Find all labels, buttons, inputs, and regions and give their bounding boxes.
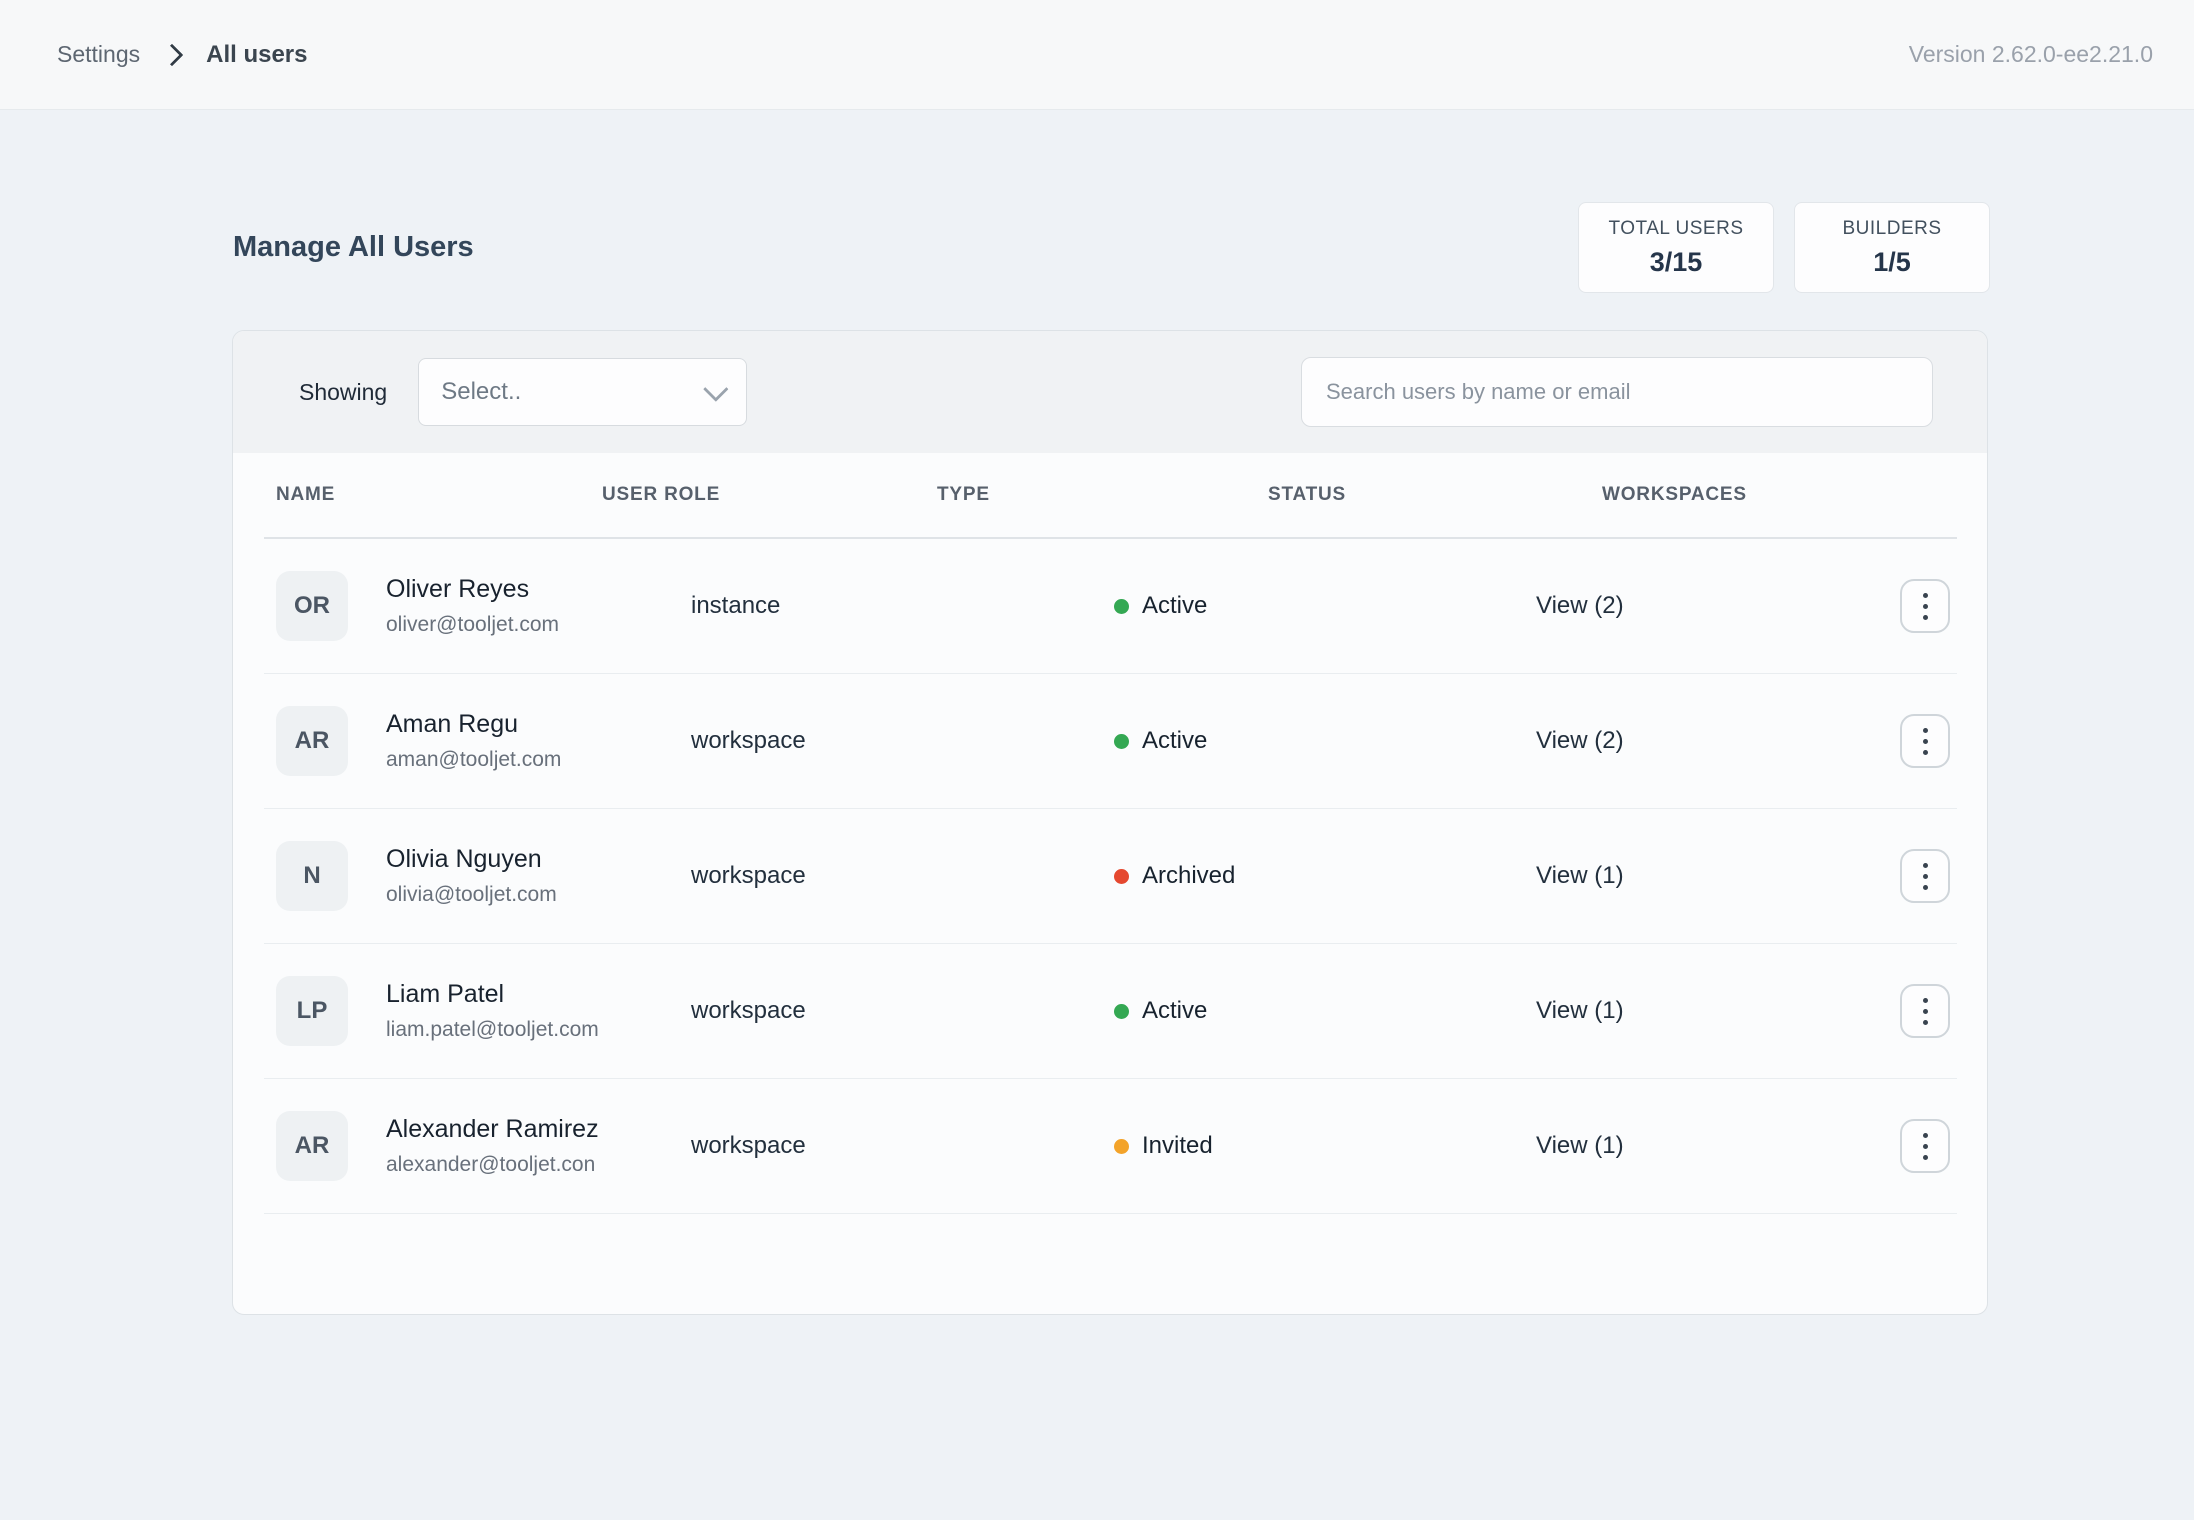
user-name-cell: LP Liam Patel liam.patel@tooljet.com: [264, 976, 681, 1046]
table-row: LP Liam Patel liam.patel@tooljet.com wor…: [264, 944, 1957, 1079]
user-status: Active: [1104, 727, 1526, 755]
status-text: Active: [1142, 997, 1207, 1025]
user-name: Oliver Reyes: [386, 575, 559, 604]
status-text: Archived: [1142, 862, 1235, 890]
status-dot-icon: [1114, 734, 1129, 749]
avatar: AR: [276, 706, 348, 776]
builders-label: BUILDERS: [1842, 218, 1941, 240]
kebab-menu-icon: [1923, 1133, 1928, 1138]
column-header-name: NAME: [276, 484, 335, 506]
user-name-cell: OR Oliver Reyes oliver@tooljet.com: [264, 571, 681, 641]
version-label: Version 2.62.0-ee2.21.0: [1909, 41, 2153, 68]
kebab-menu-icon: [1923, 593, 1928, 598]
user-email: aman@tooljet.com: [386, 748, 561, 772]
search-box: [1301, 357, 1933, 427]
view-workspaces-link[interactable]: View (1): [1526, 862, 1898, 890]
user-name: Liam Patel: [386, 980, 599, 1009]
user-role: workspace: [681, 862, 1104, 890]
user-role: workspace: [681, 1132, 1104, 1160]
status-text: Active: [1142, 592, 1207, 620]
status-filter-value: Select..: [441, 378, 521, 406]
table-row: OR Oliver Reyes oliver@tooljet.com insta…: [264, 539, 1957, 674]
row-actions-button[interactable]: [1900, 714, 1950, 768]
stats-cards: TOTAL USERS 3/15 BUILDERS 1/5: [1578, 202, 1990, 293]
page-title: Manage All Users: [233, 231, 474, 264]
user-name-cell: AR Alexander Ramirez alexander@tooljet.c…: [264, 1111, 681, 1181]
status-filter-select[interactable]: Select..: [418, 358, 747, 426]
table-row: AR Aman Regu aman@tooljet.com workspace …: [264, 674, 1957, 809]
avatar: N: [276, 841, 348, 911]
avatar: LP: [276, 976, 348, 1046]
user-role: instance: [681, 592, 1104, 620]
total-users-value: 3/15: [1650, 247, 1703, 278]
view-workspaces-link[interactable]: View (1): [1526, 1132, 1898, 1160]
user-email: alexander@tooljet.con: [386, 1153, 599, 1177]
table-header: NAME USER ROLE TYPE STATUS WORKSPACES: [264, 453, 1957, 539]
search-input[interactable]: [1301, 357, 1933, 427]
showing-label: Showing: [299, 379, 387, 406]
settings-all-users-page: Settings All users Version 2.62.0-ee2.21…: [0, 0, 2194, 1520]
top-bar: Settings All users Version 2.62.0-ee2.21…: [0, 0, 2194, 110]
user-status: Archived: [1104, 862, 1526, 890]
column-header-workspaces: WORKSPACES: [1602, 484, 1747, 506]
row-actions-button[interactable]: [1900, 984, 1950, 1038]
filter-bar: Showing Select..: [233, 331, 1987, 453]
chevron-down-icon: [703, 376, 728, 401]
row-actions-button[interactable]: [1900, 1119, 1950, 1173]
user-name-cell: AR Aman Regu aman@tooljet.com: [264, 706, 681, 776]
user-name: Olivia Nguyen: [386, 845, 557, 874]
row-actions-button[interactable]: [1900, 849, 1950, 903]
breadcrumb-settings[interactable]: Settings: [57, 41, 140, 68]
user-role: workspace: [681, 727, 1104, 755]
avatar: AR: [276, 1111, 348, 1181]
user-email: oliver@tooljet.com: [386, 613, 559, 637]
user-status: Active: [1104, 592, 1526, 620]
avatar: OR: [276, 571, 348, 641]
user-name: Aman Regu: [386, 710, 561, 739]
builders-value: 1/5: [1873, 247, 1911, 278]
user-name-cell: N Olivia Nguyen olivia@tooljet.com: [264, 841, 681, 911]
view-workspaces-link[interactable]: View (2): [1526, 592, 1898, 620]
table-row: AR Alexander Ramirez alexander@tooljet.c…: [264, 1079, 1957, 1214]
user-role: workspace: [681, 997, 1104, 1025]
status-dot-icon: [1114, 599, 1129, 614]
row-actions-button[interactable]: [1900, 579, 1950, 633]
user-status: Invited: [1104, 1132, 1526, 1160]
builders-card: BUILDERS 1/5: [1794, 202, 1990, 293]
user-name: Alexander Ramirez: [386, 1115, 599, 1144]
column-header-type: TYPE: [937, 484, 990, 506]
view-workspaces-link[interactable]: View (1): [1526, 997, 1898, 1025]
total-users-card: TOTAL USERS 3/15: [1578, 202, 1774, 293]
status-text: Active: [1142, 727, 1207, 755]
users-panel: Showing Select.. NAME USER ROLE TYPE STA…: [232, 330, 1988, 1315]
breadcrumb-all-users: All users: [206, 41, 307, 69]
user-email: liam.patel@tooljet.com: [386, 1018, 599, 1042]
user-email: olivia@tooljet.com: [386, 883, 557, 907]
total-users-label: TOTAL USERS: [1608, 218, 1743, 240]
status-text: Invited: [1142, 1132, 1213, 1160]
kebab-menu-icon: [1923, 998, 1928, 1003]
column-header-user-role: USER ROLE: [602, 484, 720, 506]
view-workspaces-link[interactable]: View (2): [1526, 727, 1898, 755]
kebab-menu-icon: [1923, 728, 1928, 733]
status-dot-icon: [1114, 869, 1129, 884]
user-status: Active: [1104, 997, 1526, 1025]
column-header-status: STATUS: [1268, 484, 1346, 506]
status-dot-icon: [1114, 1004, 1129, 1019]
table-row: N Olivia Nguyen olivia@tooljet.com works…: [264, 809, 1957, 944]
title-row: Manage All Users TOTAL USERS 3/15 BUILDE…: [233, 202, 1990, 293]
chevron-right-icon: [161, 43, 184, 66]
kebab-menu-icon: [1923, 863, 1928, 868]
status-dot-icon: [1114, 1139, 1129, 1154]
